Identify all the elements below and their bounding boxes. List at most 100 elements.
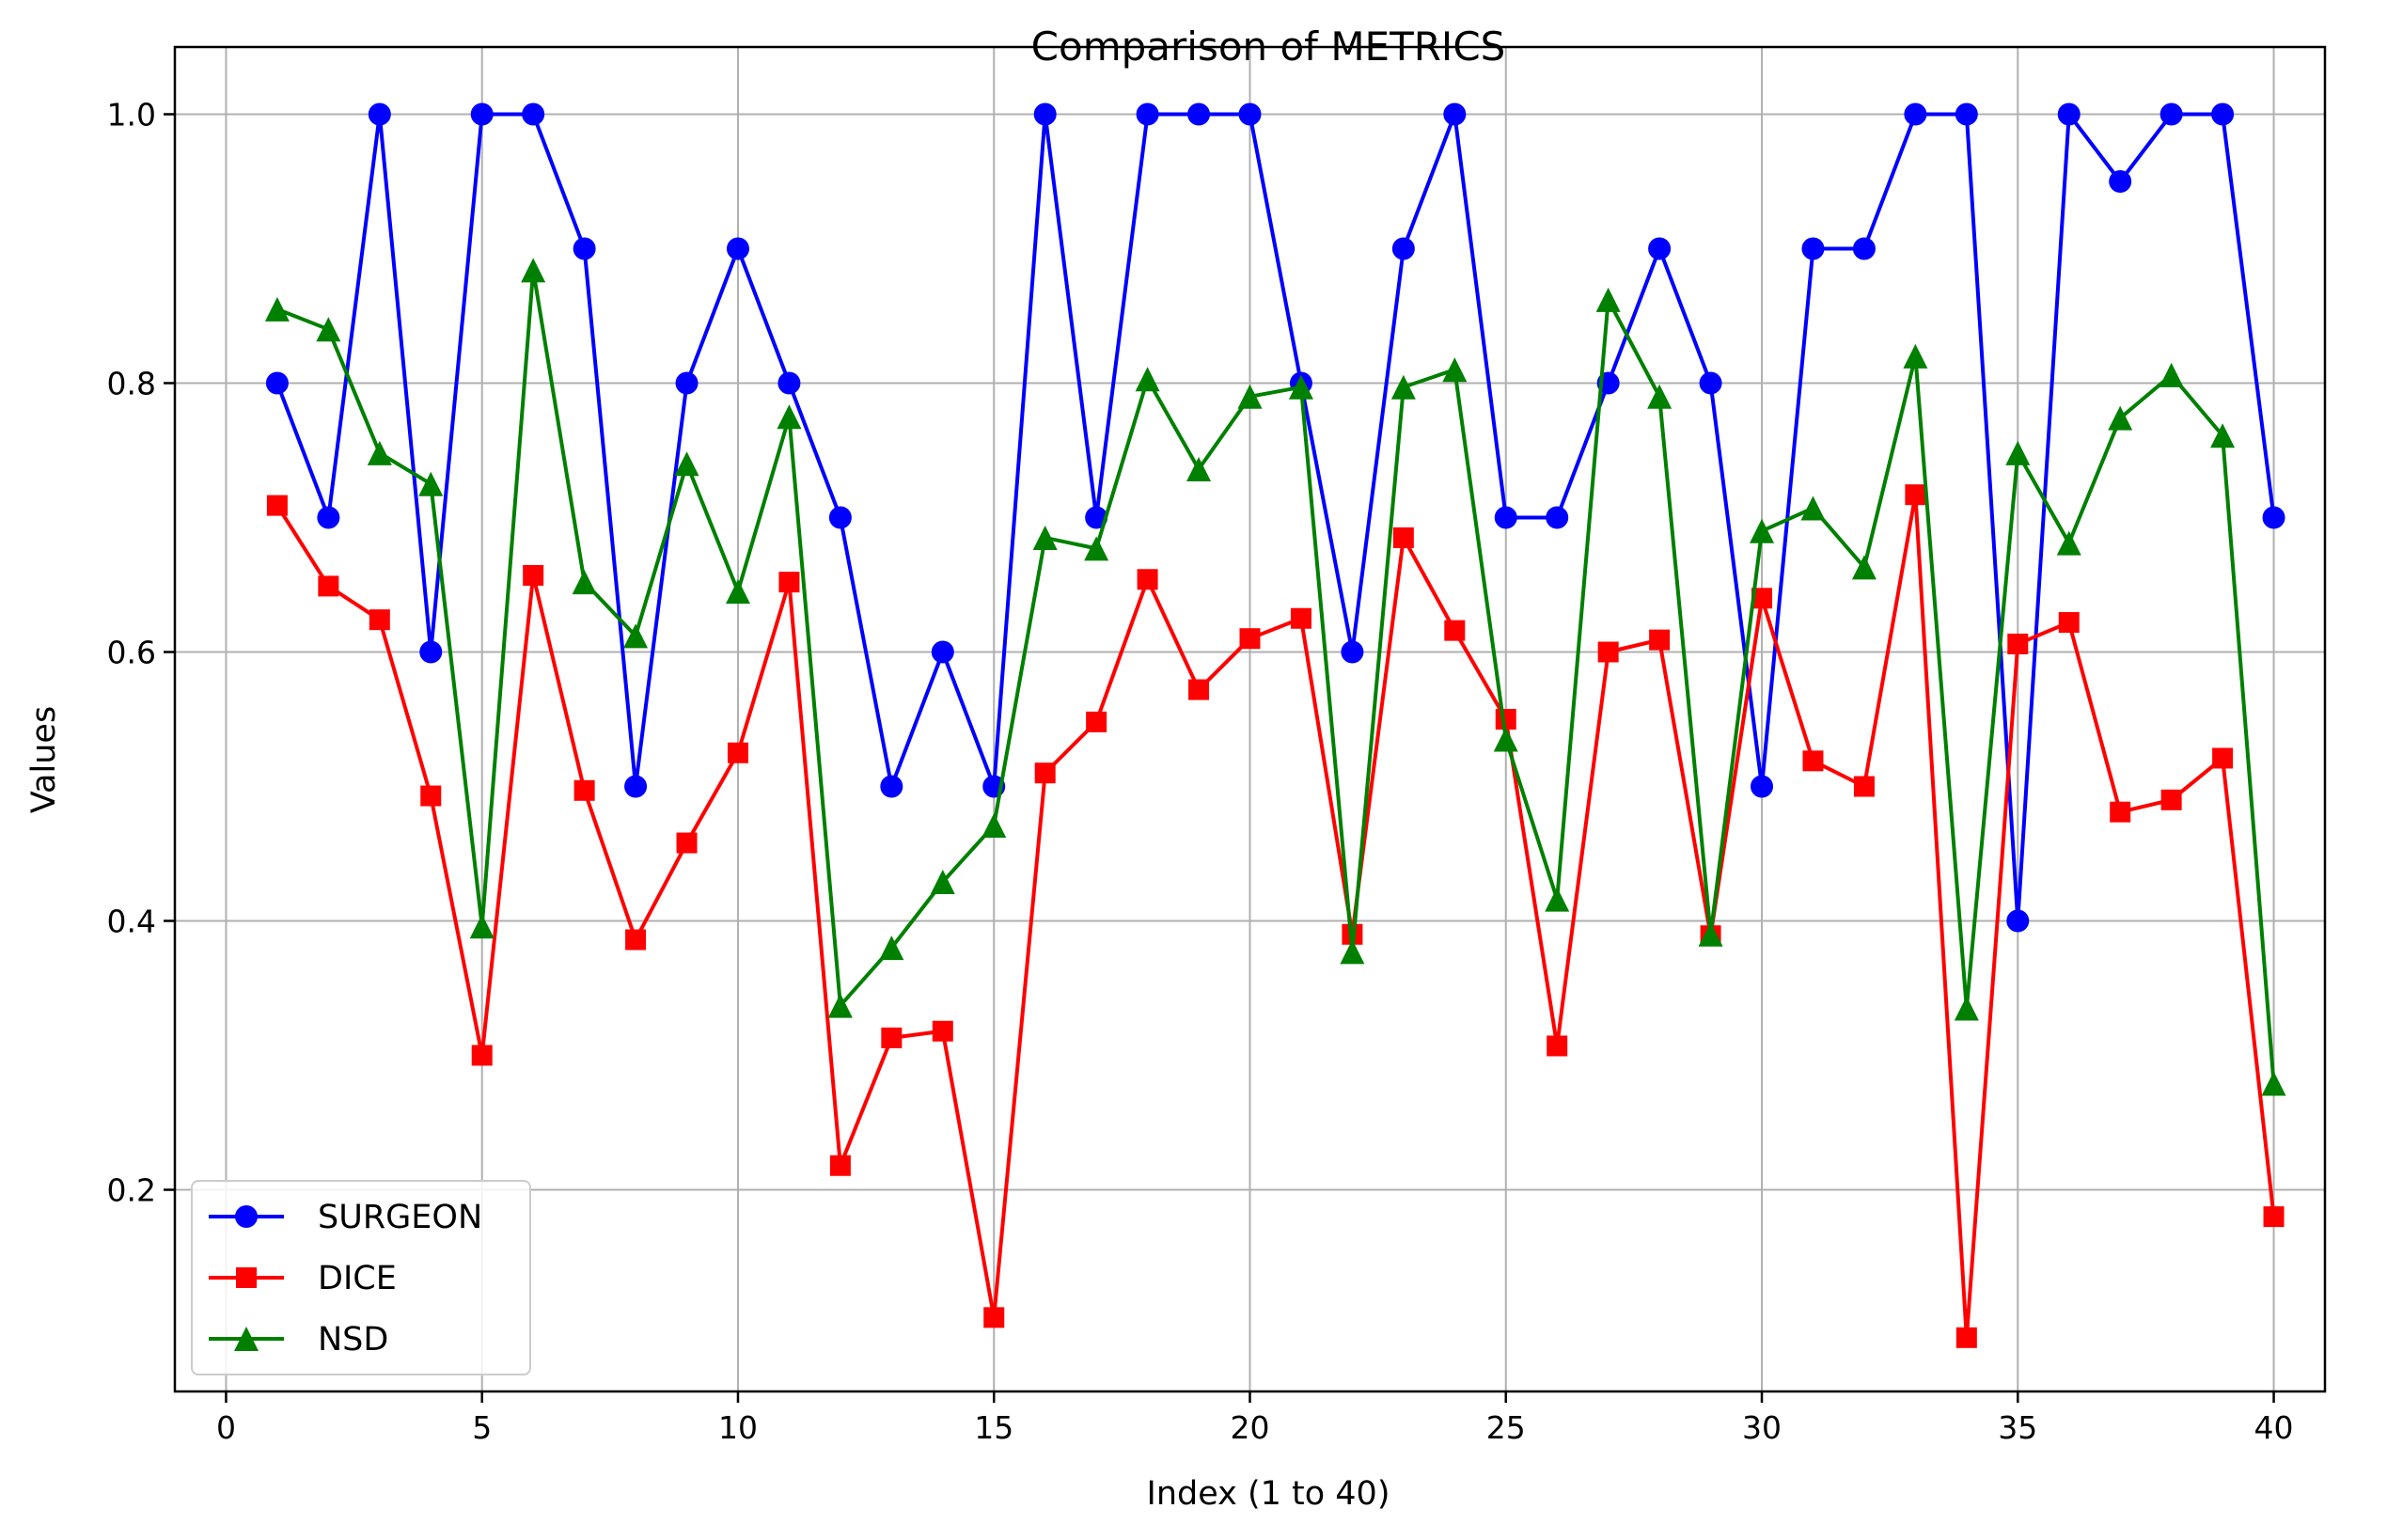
surgeon-point: [2109, 170, 2132, 193]
dice-point: [2058, 612, 2080, 634]
nsd-point: [2108, 405, 2133, 431]
legend-entry-surgeon: SURGEON: [209, 1199, 482, 1236]
surgeon-point: [573, 237, 596, 260]
nsd-point: [981, 812, 1007, 838]
dice-point: [1905, 484, 1926, 506]
surgeon-point: [265, 371, 289, 395]
nsd-point: [264, 296, 290, 322]
surgeon-point: [2006, 909, 2030, 933]
nsd-point: [316, 317, 341, 342]
dice-point: [778, 572, 800, 593]
surgeon-point: [726, 237, 749, 260]
nsd-point: [1390, 374, 1416, 400]
surgeon-point: [1238, 102, 1262, 126]
dice-point: [318, 575, 339, 597]
x-tick-label: 10: [718, 1409, 758, 1446]
dice-point: [369, 609, 390, 631]
legend-marker: [235, 1205, 258, 1228]
series-layer: [264, 102, 2286, 1348]
nsd-point: [674, 451, 699, 477]
dice-point: [1188, 679, 1210, 700]
nsd-point: [930, 870, 955, 895]
x-tick-label: 0: [216, 1409, 236, 1446]
nsd-point: [2056, 530, 2081, 556]
surgeon-series: [265, 102, 2285, 933]
surgeon-point: [1648, 237, 1672, 260]
y-tick-label: 0.6: [107, 635, 156, 671]
dice-point: [1392, 526, 1414, 548]
x-tick-label: 25: [1486, 1409, 1526, 1446]
dice-line: [275, 493, 2276, 1340]
nsd-point: [1545, 887, 1570, 912]
dice-point: [1802, 750, 1824, 772]
surgeon-point: [1494, 506, 1517, 529]
nsd-point: [1800, 495, 1826, 521]
axis-ticks: 0 5 10 15 20 25 30 35 40 0.2 0.4 0.6 0.8 1.0: [107, 97, 2294, 1447]
surgeon-point: [1341, 640, 1364, 664]
nsd-point: [1595, 287, 1621, 312]
y-axis-label: Values: [25, 706, 63, 813]
surgeon-point: [1391, 237, 1415, 260]
nsd-point: [827, 993, 853, 1018]
dice-point: [1955, 1327, 1977, 1348]
surgeon-point: [1699, 371, 1722, 395]
surgeon-point: [777, 371, 801, 395]
nsd-line: [276, 268, 2276, 1084]
nsd-series: [264, 258, 2286, 1096]
dice-point: [1547, 1035, 1568, 1057]
surgeon-point: [1187, 102, 1211, 126]
y-tick-label: 1.0: [107, 97, 156, 134]
surgeon-point: [2159, 102, 2183, 126]
x-axis-label: Index (1 to 40): [1147, 1475, 1390, 1513]
surgeon-point: [880, 775, 903, 798]
x-tick-label: 5: [472, 1409, 492, 1446]
x-tick-label: 20: [1231, 1409, 1270, 1446]
dice-point: [983, 1307, 1005, 1328]
surgeon-point: [2057, 102, 2081, 126]
nsd-point: [879, 935, 904, 961]
dice-point: [1649, 629, 1671, 651]
nsd-point: [1647, 384, 1672, 409]
dice-point: [420, 785, 442, 807]
surgeon-point: [2211, 102, 2235, 126]
nsd-point: [1851, 555, 1877, 580]
y-tick-label: 0.2: [107, 1172, 156, 1209]
nsd-point: [725, 579, 750, 605]
surgeon-point: [624, 775, 648, 798]
dice-point: [727, 742, 748, 763]
dice-point: [1853, 776, 1875, 797]
legend-label: SURGEON: [318, 1199, 482, 1236]
surgeon-point: [522, 102, 545, 126]
x-tick-label: 30: [1742, 1409, 1782, 1446]
surgeon-point: [2262, 506, 2285, 529]
nsd-point: [2005, 440, 2031, 465]
dice-point: [676, 832, 698, 854]
dice-point: [1751, 588, 1773, 609]
surgeon-point: [1546, 506, 1569, 529]
surgeon-point: [317, 506, 340, 529]
y-tick-label: 0.8: [107, 366, 156, 402]
nsd-point: [1237, 384, 1263, 409]
surgeon-point: [1751, 775, 1774, 798]
nsd-point: [1340, 939, 1365, 965]
nsd-point: [1903, 343, 1928, 369]
dice-point: [2007, 633, 2029, 654]
surgeon-point: [419, 640, 443, 664]
dice-point: [829, 1155, 851, 1176]
nsd-point: [1186, 457, 1212, 482]
surgeon-point: [368, 102, 391, 126]
legend-marker: [236, 1267, 257, 1288]
surgeon-point: [1801, 237, 1825, 260]
nsd-point: [572, 570, 597, 595]
dice-point: [932, 1020, 953, 1042]
surgeon-point: [1955, 102, 1978, 126]
dice-point: [881, 1027, 903, 1048]
dice-point: [1290, 607, 1311, 629]
dice-point: [1086, 711, 1107, 732]
dice-point: [2263, 1206, 2285, 1228]
nsd-point: [1493, 727, 1518, 752]
surgeon-point: [1033, 102, 1057, 126]
nsd-point: [1442, 357, 1468, 383]
y-tick-label: 0.4: [107, 904, 156, 940]
